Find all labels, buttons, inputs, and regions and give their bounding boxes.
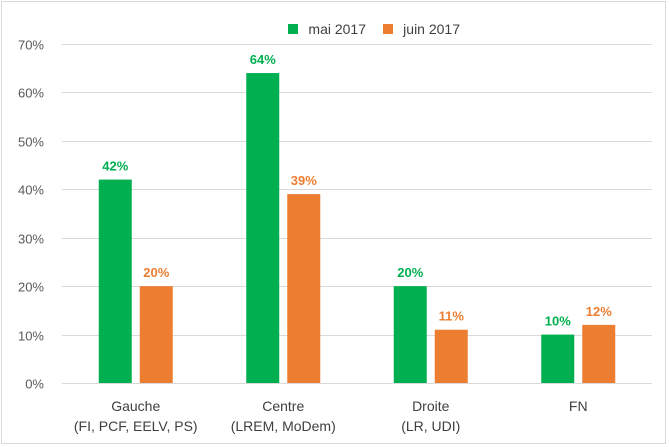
y-tick-label: 60% xyxy=(18,86,44,101)
data-label: 20% xyxy=(397,265,423,280)
data-label: 12% xyxy=(586,304,612,319)
y-tick-label: 0% xyxy=(25,377,44,392)
bars xyxy=(98,73,616,384)
y-axis-ticks: 0% 10% 20% 30% 40% 50% 60% 70% xyxy=(18,38,44,392)
data-label: 39% xyxy=(291,173,317,188)
category-label: (FI, PCF, EELV, PS) xyxy=(74,418,198,434)
category-label: (LREM, MoDem) xyxy=(231,418,336,434)
bar-juin-2017-3 xyxy=(582,324,616,383)
bar-juin-2017-1 xyxy=(287,194,321,383)
bar-mai-2017-0 xyxy=(98,179,132,383)
legend-label: mai 2017 xyxy=(308,21,366,37)
data-label: 42% xyxy=(102,159,128,174)
x-axis-categories: Gauche (FI, PCF, EELV, PS) Centre (LREM, Mo… xyxy=(74,398,588,434)
legend: mai 2017 juin 2017 xyxy=(288,21,460,37)
bar-mai-2017-3 xyxy=(541,334,575,383)
category-label: Droite xyxy=(412,398,450,414)
y-tick-label: 30% xyxy=(18,232,44,247)
data-label: 20% xyxy=(143,265,169,280)
data-labels: 42% 64% 20% 10% 20% 39% 11% 12% xyxy=(102,52,612,329)
legend-swatch xyxy=(383,24,393,34)
bar-juin-2017-2 xyxy=(434,329,468,383)
y-tick-label: 10% xyxy=(18,329,44,344)
category-label: FN xyxy=(569,398,588,414)
bar-mai-2017-2 xyxy=(393,286,427,383)
y-tick-label: 20% xyxy=(18,280,44,295)
category-label: Gauche xyxy=(111,398,160,414)
legend-label: juin 2017 xyxy=(402,21,460,37)
category-label: Centre xyxy=(262,398,304,414)
y-tick-label: 40% xyxy=(18,183,44,198)
y-tick-label: 50% xyxy=(18,135,44,150)
data-label: 64% xyxy=(250,52,276,67)
data-label: 11% xyxy=(439,309,465,324)
y-tick-label: 70% xyxy=(18,38,44,53)
data-label: 10% xyxy=(545,314,571,329)
legend-swatch xyxy=(288,24,298,34)
category-label: (LR, UDI) xyxy=(401,418,460,434)
bar-juin-2017-0 xyxy=(139,286,173,383)
bar-mai-2017-1 xyxy=(246,73,280,384)
